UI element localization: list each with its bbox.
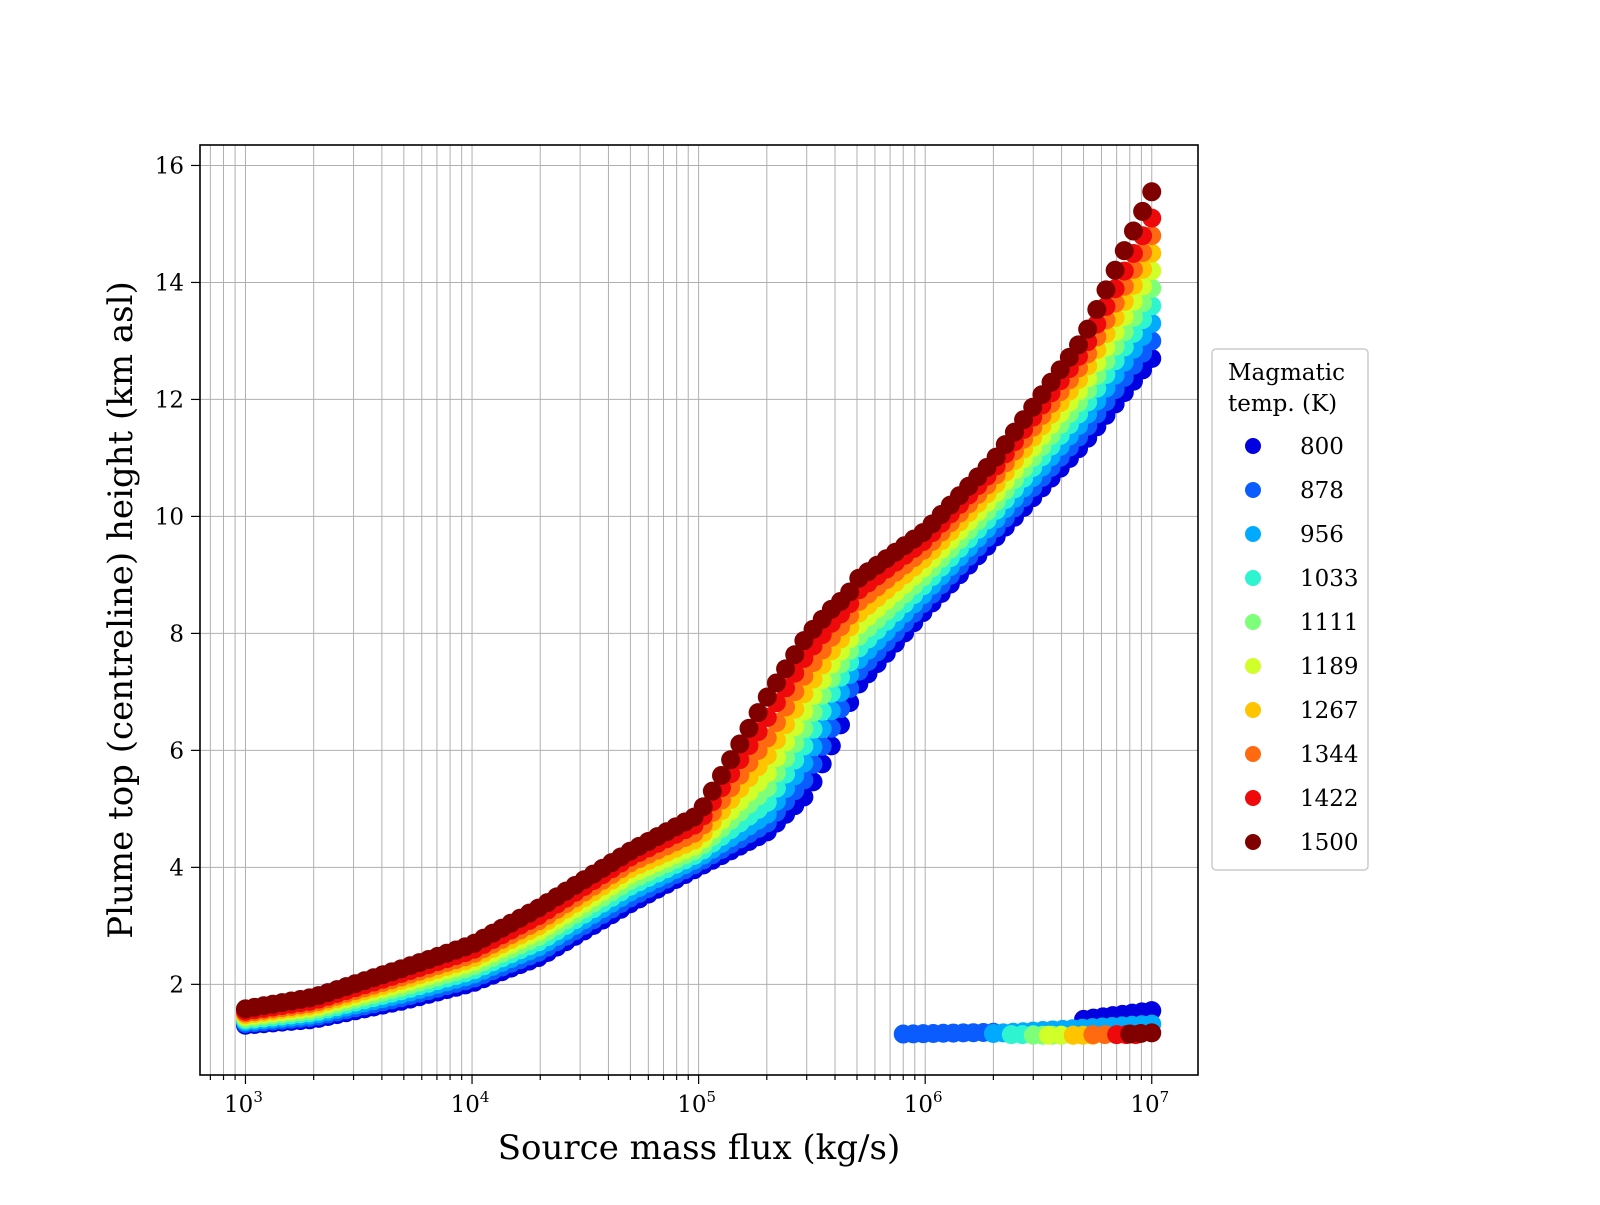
- data-point: [1087, 300, 1107, 320]
- x-tick-label-exponent: 5: [706, 1088, 716, 1106]
- legend-marker: [1245, 702, 1261, 718]
- legend-label: 1500: [1300, 830, 1359, 856]
- data-point: [1069, 335, 1089, 355]
- legend-entry: 1189: [1245, 654, 1359, 680]
- data-point: [1105, 260, 1125, 280]
- x-tick-label-base: 10: [451, 1092, 480, 1118]
- legend-title-line-1: Magmatic: [1228, 360, 1345, 386]
- data-point: [1123, 221, 1143, 241]
- y-tick-label: 16: [155, 153, 184, 179]
- data-point: [776, 659, 796, 679]
- legend-label: 1344: [1300, 742, 1359, 768]
- data-point: [1096, 280, 1116, 300]
- data-point: [711, 765, 731, 785]
- data-point: [702, 781, 722, 801]
- legend-entry: 1267: [1245, 698, 1359, 724]
- x-tick-label-base: 10: [1130, 1092, 1159, 1118]
- legend-marker: [1245, 438, 1261, 454]
- x-tick-label-base: 10: [904, 1092, 933, 1118]
- legend-label: 1033: [1300, 566, 1359, 592]
- x-tick-label-base: 10: [224, 1092, 253, 1118]
- y-tick-label: 4: [169, 855, 184, 881]
- legend-label: 1267: [1300, 698, 1359, 724]
- series-1500: [235, 182, 1162, 1044]
- legend-label: 878: [1300, 478, 1344, 504]
- legend-title-line-2: temp. (K): [1228, 391, 1337, 417]
- x-tick-label-exponent: 3: [253, 1088, 263, 1106]
- legend-entries: 800 878 956 1033 1111 1189 1267 1344 1422 1500: [1245, 434, 1359, 856]
- legend-entry: 1500: [1245, 830, 1359, 856]
- data-point: [748, 703, 768, 723]
- legend-marker: [1245, 570, 1261, 586]
- legend-marker: [1245, 746, 1261, 762]
- legend-entry: 1033: [1245, 566, 1359, 592]
- legend-entry: 878: [1245, 478, 1344, 504]
- data-point: [1114, 241, 1134, 261]
- data-point: [721, 750, 741, 770]
- legend-marker: [1245, 658, 1261, 674]
- x-axis-label: Source mass flux (kg/s): [498, 1128, 900, 1168]
- y-axis-label: Plume top (centreline) height (km asl): [101, 281, 141, 939]
- data-point: [1078, 319, 1098, 339]
- y-tick-label: 14: [155, 270, 184, 296]
- legend: Magmatic temp. (K) 800 878 956 1033 1111 1189…: [1211, 348, 1369, 871]
- legend-marker: [1245, 790, 1261, 806]
- legend-entry: 800: [1245, 434, 1344, 460]
- data-point: [840, 582, 860, 602]
- legend-marker: [1245, 614, 1261, 630]
- y-tick-label: 10: [155, 504, 184, 530]
- x-tick-label: 106: [904, 1088, 943, 1118]
- legend-label: 1111: [1300, 610, 1359, 636]
- data-point: [693, 797, 713, 817]
- data-point: [1142, 182, 1162, 202]
- legend-marker: [1245, 482, 1261, 498]
- legend-label: 956: [1300, 522, 1344, 548]
- legend-label: 1422: [1300, 786, 1359, 812]
- grid: [200, 145, 1198, 1075]
- legend-entry: 1111: [1245, 610, 1359, 636]
- data-point: [739, 718, 759, 738]
- legend-entry: 1422: [1245, 786, 1359, 812]
- data-point: [766, 673, 786, 693]
- data-point: [1142, 1001, 1162, 1021]
- y-tick-label: 6: [169, 738, 184, 764]
- data-point: [1142, 1023, 1162, 1043]
- y-tick-label: 8: [169, 621, 184, 647]
- legend-entry: 956: [1245, 522, 1344, 548]
- x-tick-label-base: 10: [677, 1092, 706, 1118]
- scatter-points: [235, 182, 1162, 1045]
- legend-label: 1189: [1300, 654, 1359, 680]
- data-point: [757, 687, 777, 707]
- x-tick-label: 103: [224, 1088, 263, 1118]
- legend-box: [1211, 348, 1369, 871]
- x-tick-label-exponent: 6: [933, 1088, 943, 1106]
- x-tick-label-exponent: 4: [480, 1088, 490, 1106]
- legend-marker: [1245, 834, 1261, 850]
- data-point: [730, 734, 750, 754]
- x-tick-label: 105: [677, 1088, 716, 1118]
- y-tick-label: 12: [155, 387, 184, 413]
- legend-label: 800: [1300, 434, 1344, 460]
- x-tick-label: 104: [451, 1088, 490, 1118]
- x-tick-label: 107: [1130, 1088, 1169, 1118]
- legend-marker: [1245, 526, 1261, 542]
- y-tick-label: 2: [169, 972, 184, 998]
- legend-entry: 1344: [1245, 742, 1359, 768]
- data-point: [785, 645, 805, 665]
- data-point: [1133, 201, 1153, 221]
- x-tick-label-exponent: 7: [1160, 1088, 1170, 1106]
